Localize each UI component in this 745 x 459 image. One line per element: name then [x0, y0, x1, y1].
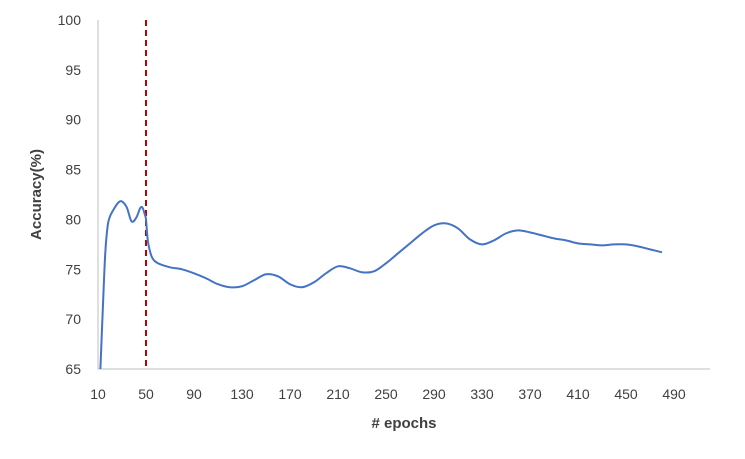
y-tick-label: 100 — [58, 12, 82, 28]
x-tick-label: 450 — [614, 386, 638, 402]
y-tick-label: 85 — [65, 162, 81, 178]
y-axis-ticks: 65 70 75 80 85 90 95 100 — [58, 12, 82, 377]
y-tick-label: 65 — [65, 361, 81, 377]
x-tick-label: 10 — [90, 386, 106, 402]
x-tick-label: 50 — [138, 386, 154, 402]
accuracy-series-line — [99, 200, 663, 370]
y-tick-label: 95 — [65, 62, 81, 78]
y-tick-label: 75 — [65, 261, 81, 277]
y-tick-label: 70 — [65, 311, 81, 327]
y-tick-label: 90 — [65, 112, 81, 128]
x-axis-title: # epochs — [371, 415, 436, 432]
x-axis-ticks: 10 50 90 130 170 210 250 290 330 370 410 450 490 — [90, 386, 686, 402]
x-tick-label: 90 — [186, 386, 202, 402]
x-tick-label: 210 — [326, 386, 350, 402]
y-tick-label: 80 — [65, 211, 81, 227]
x-tick-label: 290 — [422, 386, 446, 402]
x-tick-label: 370 — [518, 386, 542, 402]
x-tick-label: 410 — [566, 386, 590, 402]
x-tick-label: 330 — [470, 386, 494, 402]
x-tick-label: 250 — [374, 386, 398, 402]
x-tick-label: 130 — [230, 386, 254, 402]
x-tick-label: 490 — [662, 386, 686, 402]
y-axis-title: Accuracy(%) — [28, 149, 45, 240]
x-tick-label: 170 — [278, 386, 302, 402]
